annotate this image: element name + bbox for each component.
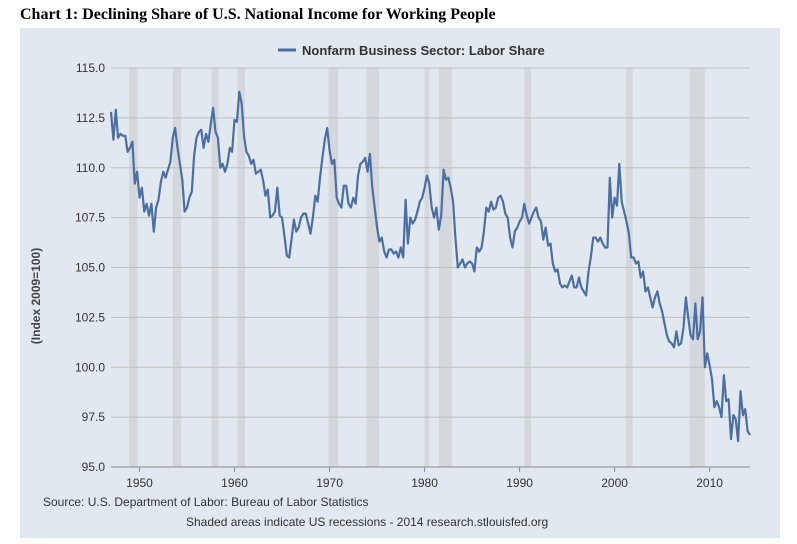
y-tick-label: 100.0 (75, 360, 105, 374)
x-tick-label: 1990 (506, 476, 533, 490)
legend-label: Nonfarm Business Sector: Labor Share (302, 43, 545, 58)
line-chart: 115.0 112.5 110.0 107.5 105.0 102.5 100.0 97.5 9… (29, 43, 751, 529)
chart-heading: Chart 1: Declining Share of U.S. Nationa… (20, 6, 496, 23)
y-tick-label: 107.5 (75, 211, 105, 225)
source-note: Source: U.S. Department of Labor: Bureau… (43, 495, 369, 509)
y-tick-label: 110.0 (76, 161, 105, 175)
y-tick-label: 95.0 (82, 460, 106, 474)
y-tick-label: 105.0 (75, 261, 105, 275)
x-tick-label: 1960 (221, 476, 248, 490)
x-tick-label: 1980 (411, 476, 438, 490)
y-tick-label: 115.0 (76, 61, 105, 75)
legend: Nonfarm Business Sector: Labor Share (278, 43, 545, 58)
x-tick-label: 1970 (316, 476, 343, 490)
y-tick-label: 112.5 (76, 111, 105, 125)
series-line-labor-share (109, 90, 751, 443)
y-axis-ticks: 115.0 112.5 110.0 107.5 105.0 102.5 100.0 97.5 9… (75, 61, 105, 474)
x-axis-ticks: 1950 1960 1970 1980 1990 2000 2010 (126, 467, 723, 490)
y-tick-label: 102.5 (75, 310, 105, 324)
x-tick-label: 2000 (601, 476, 628, 490)
recession-note: Shaded areas indicate US recessions - 20… (186, 515, 548, 529)
x-tick-label: 2010 (696, 476, 723, 490)
grid-lines (111, 67, 750, 468)
chart-panel: 115.0 112.5 110.0 107.5 105.0 102.5 100.0 97.5 9… (20, 28, 780, 538)
y-axis-label: (Index 2009=100) (29, 248, 43, 344)
x-tick-label: 1950 (126, 476, 153, 490)
y-tick-label: 97.5 (82, 410, 106, 424)
